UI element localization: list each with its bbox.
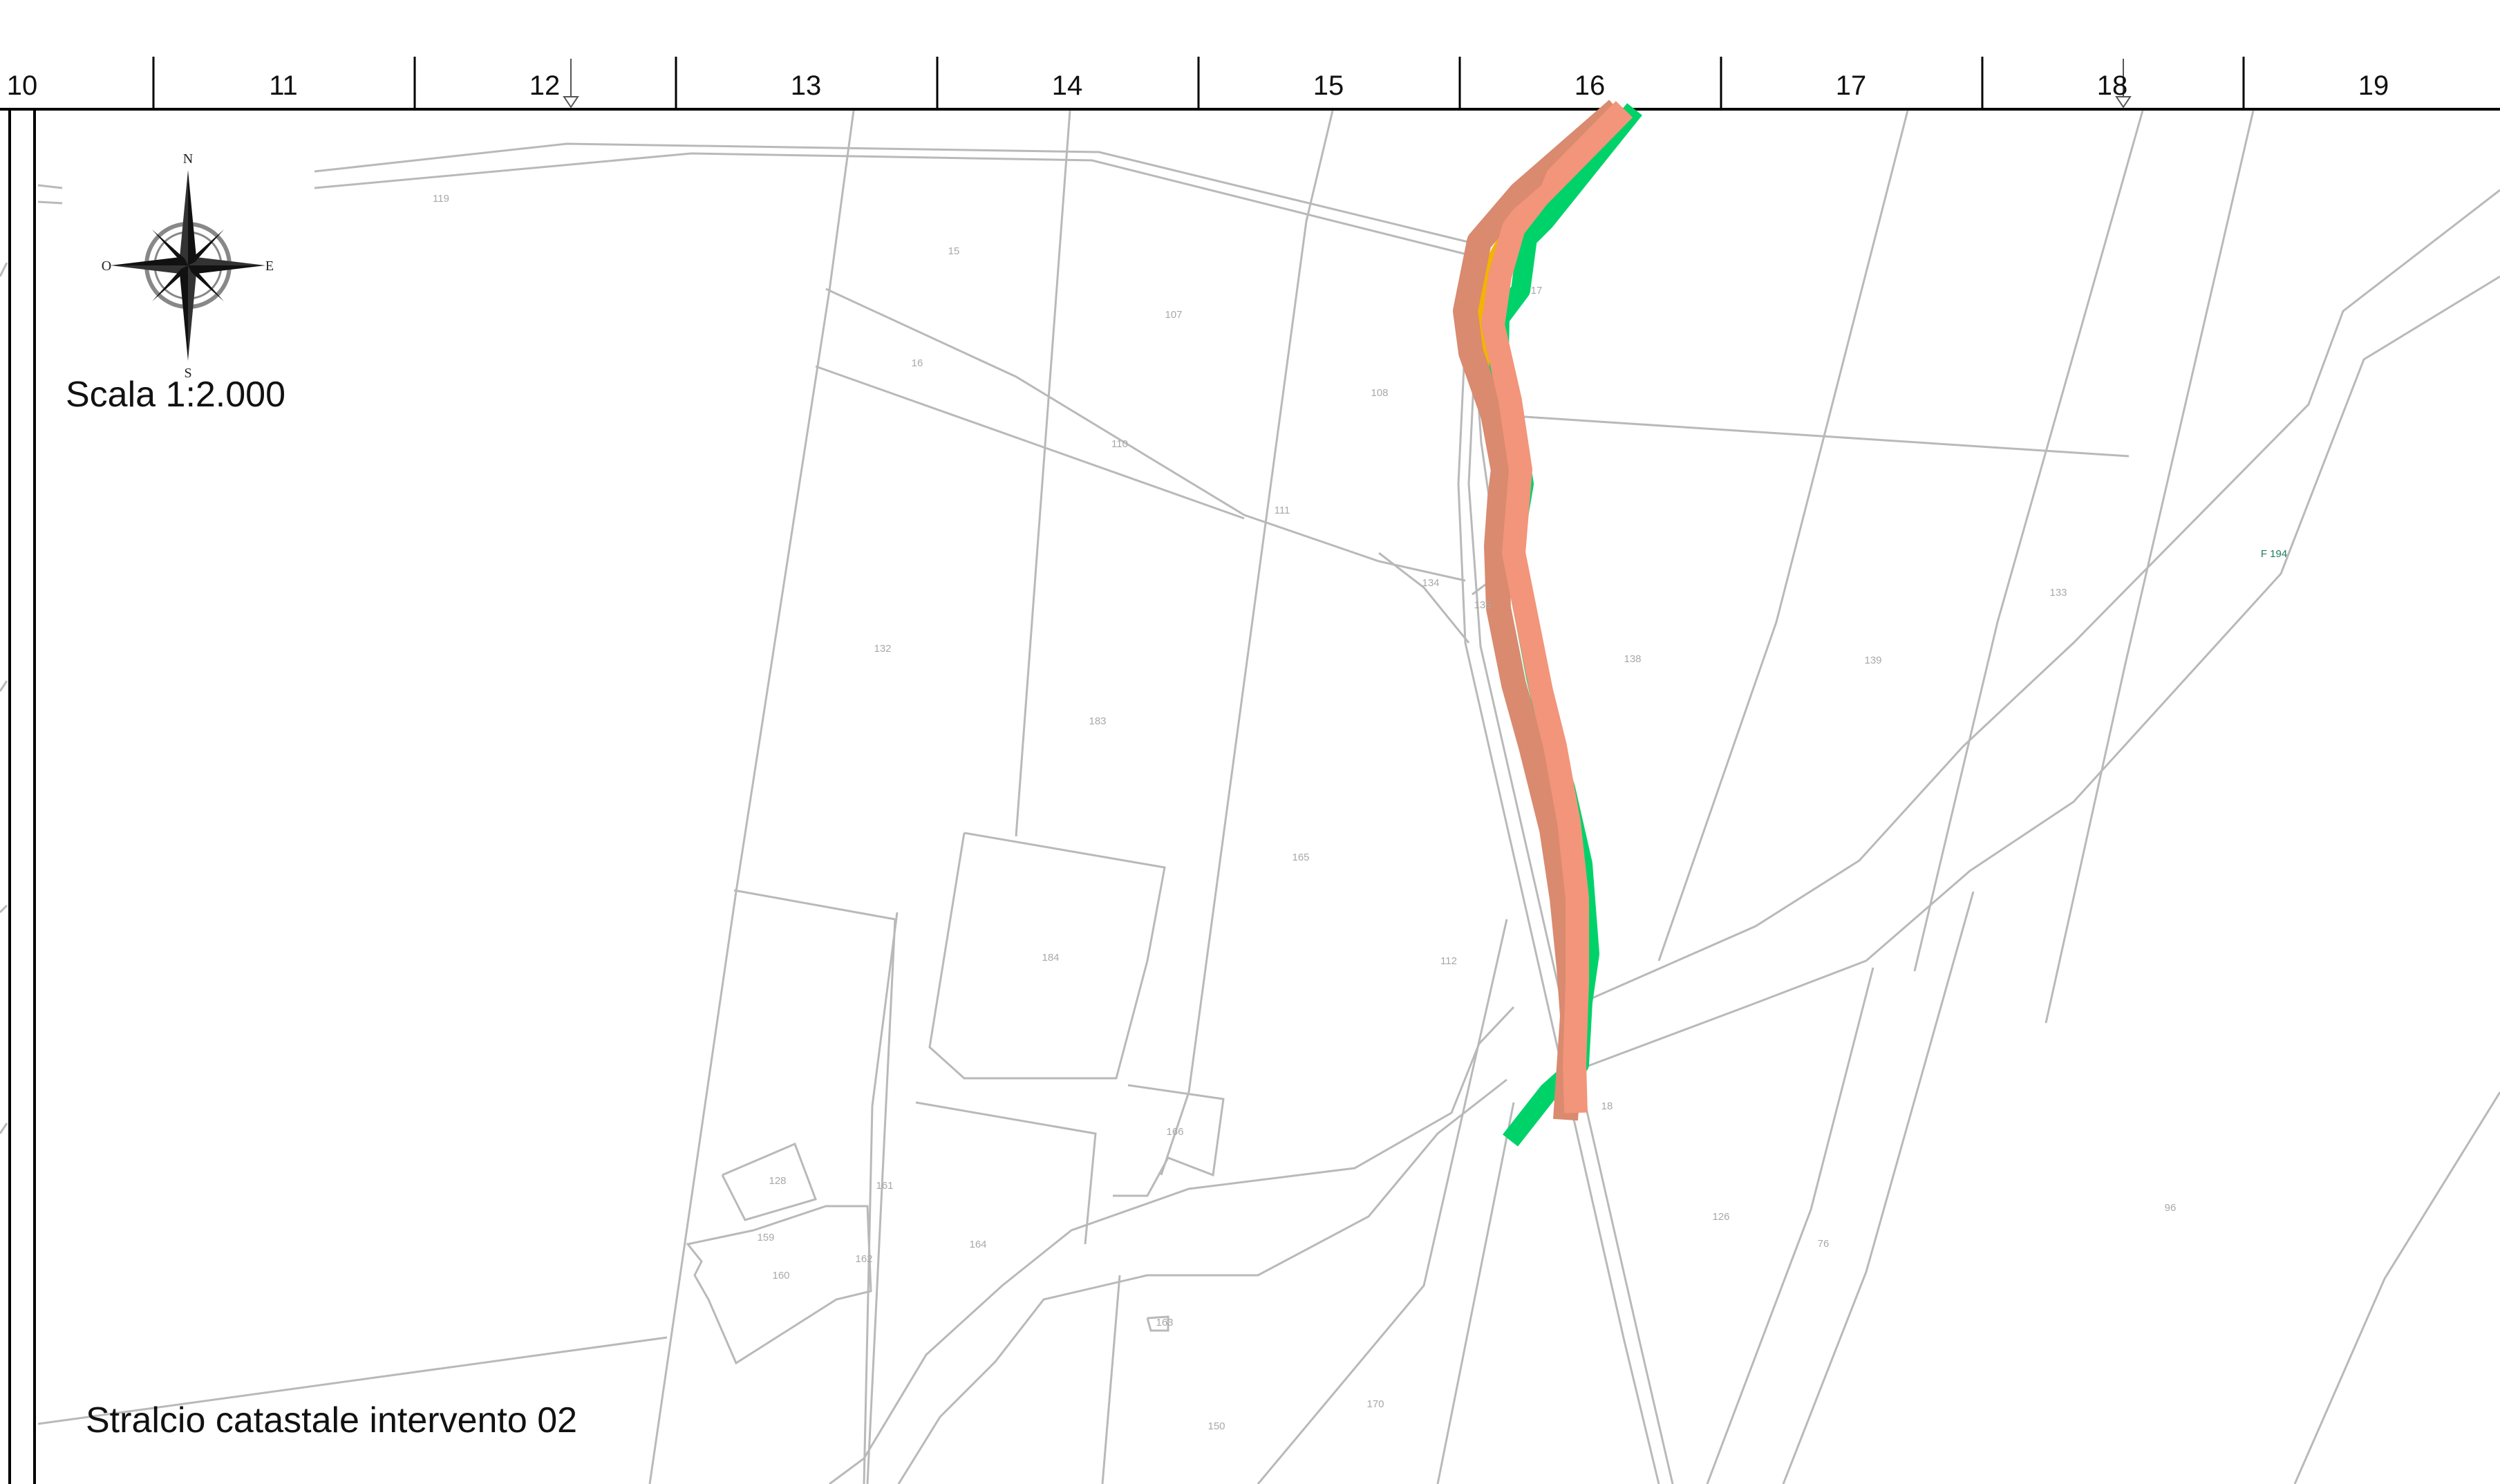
parcel-label: 110	[1111, 438, 1128, 450]
parcel-label: 126	[1712, 1211, 1729, 1223]
compass-n-label: N	[183, 151, 193, 167]
compass-e-label: E	[265, 259, 274, 274]
ruler-label-18: 18	[2097, 71, 2128, 101]
intervention-strip	[1453, 100, 1642, 1147]
parcel-lines	[0, 110, 2500, 1484]
parcel-label: 119	[433, 193, 449, 205]
parcel-label: 18	[1601, 1100, 1613, 1112]
parcel-label: 138	[1624, 653, 1641, 665]
ruler-label-10: 10	[7, 71, 38, 101]
parcel-label: 159	[757, 1232, 774, 1243]
sheet-label: F 194	[2261, 548, 2287, 560]
ruler-label-14: 14	[1052, 71, 1083, 101]
scale-text: Scala 1:2.000	[66, 375, 285, 415]
parcel-label: 163	[1156, 1317, 1173, 1328]
ruler-label-16: 16	[1575, 71, 1606, 101]
parcel-label: 96	[2165, 1202, 2177, 1214]
parcel-label: 184	[1042, 952, 1059, 964]
top-ruler: 10 11 12 13 14 15 16 17 18 19	[0, 57, 2500, 111]
ruler-label-19: 19	[2358, 71, 2389, 101]
parcel-label: 15	[948, 245, 960, 257]
parcel-label: 76	[1818, 1238, 1830, 1250]
parcel-label: 17	[1531, 285, 1543, 297]
map-caption: Stralcio catastale intervento 02	[86, 1400, 577, 1440]
parcel-label: 161	[876, 1180, 893, 1192]
parcel-label: 183	[1089, 715, 1106, 727]
compass-w-label: O	[102, 259, 111, 274]
compass-rose-icon: N S O E	[102, 151, 274, 381]
parcel-label: 165	[1292, 852, 1309, 863]
parcel-label: 150	[1207, 1420, 1225, 1432]
ruler-label-17: 17	[1836, 71, 1867, 101]
parcel-label: 170	[1366, 1398, 1384, 1410]
parcel-label: 162	[855, 1253, 872, 1265]
parcel-label: 134	[1422, 577, 1439, 589]
left-frame	[8, 109, 36, 1484]
parcel-label: 107	[1165, 309, 1182, 321]
salmon-band	[1481, 101, 1633, 1114]
parcel-label: 135	[1474, 599, 1491, 611]
ruler-label-15: 15	[1313, 71, 1344, 101]
parcel-labels: 119 15 107 16 17 108 110 111 134 135 138…	[433, 193, 2287, 1432]
parcel-label: 111	[1275, 505, 1290, 516]
dark-salmon-band	[1453, 100, 1626, 1121]
parcel-label: 133	[2049, 587, 2067, 599]
ruler-label-13: 13	[791, 71, 822, 101]
parcel-label: 112	[1440, 955, 1457, 967]
parcel-label: 132	[874, 643, 891, 655]
parcel-label: 164	[969, 1239, 986, 1250]
parcel-label: 16	[912, 357, 923, 369]
parcel-label: 139	[1864, 655, 1881, 666]
parcel-label: 108	[1371, 387, 1388, 399]
compass-s-label: S	[184, 366, 191, 381]
ruler-label-12: 12	[529, 71, 561, 101]
ruler-label-11: 11	[269, 71, 298, 101]
parcel-label: 128	[769, 1175, 786, 1187]
parcel-label: 166	[1166, 1126, 1183, 1138]
salmon-flap	[1476, 152, 1555, 232]
parcel-label: 160	[772, 1270, 789, 1281]
